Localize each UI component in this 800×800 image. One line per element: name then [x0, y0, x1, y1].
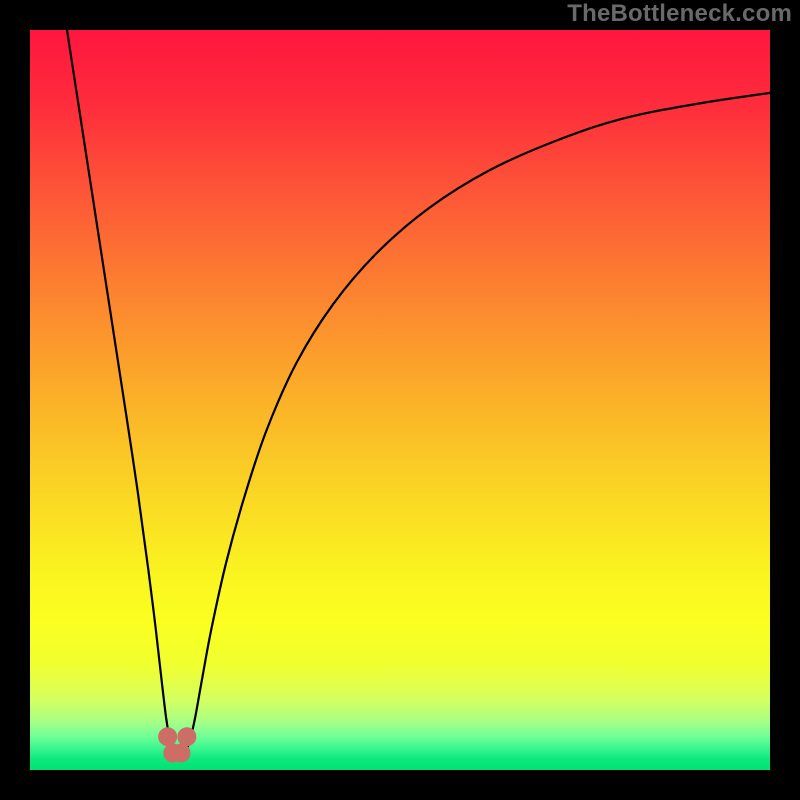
gradient-background: [30, 30, 770, 770]
plot-area: [30, 30, 770, 770]
chart-svg: [30, 30, 770, 770]
valley-marker: [178, 728, 196, 746]
chart-stage: TheBottleneck.com: [0, 0, 800, 800]
valley-marker: [159, 728, 177, 746]
watermark-text: TheBottleneck.com: [567, 0, 792, 28]
valley-marker: [172, 744, 190, 762]
